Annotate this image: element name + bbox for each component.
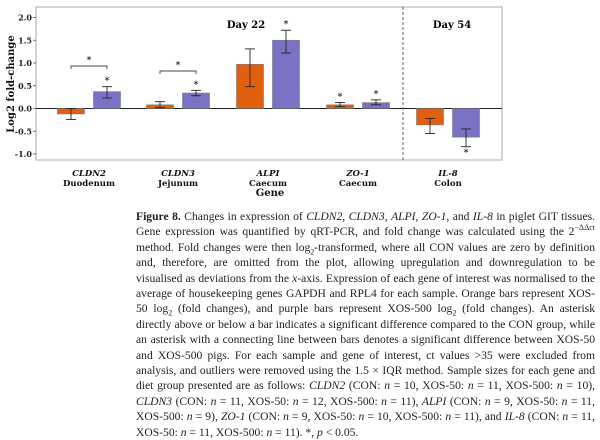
significance-asterisk: *: [374, 89, 379, 100]
significance-asterisk: *: [464, 148, 469, 159]
x-axis-label: Gene: [256, 188, 285, 199]
significance-asterisk: *: [338, 92, 343, 103]
panel-label: Day 54: [433, 20, 471, 31]
y-tick-label: 0.5: [18, 81, 32, 91]
caption-text: CLDN3: [348, 210, 385, 223]
caption-text: = 11),: [386, 394, 422, 408]
caption-text: < 0.05.: [322, 425, 359, 439]
caption-text: n: [292, 394, 299, 408]
x-tick-label-tissue: Jejunum: [157, 179, 198, 189]
caption-text: = 11), and: [451, 410, 505, 424]
caption-text: n: [381, 394, 387, 408]
x-tick-label-tissue: Caecum: [339, 179, 377, 189]
significance-asterisk: *: [176, 60, 181, 71]
caption-text: = 9),: [192, 410, 221, 424]
significance-asterisk: *: [284, 19, 289, 30]
caption-text: n: [445, 410, 452, 424]
caption-text: ZO-1: [421, 210, 447, 223]
caption-text: n: [358, 410, 365, 424]
caption-text: (CON:: [524, 410, 563, 424]
caption-text: = 10, XOS-50:: [390, 379, 468, 393]
caption-text: = 11, XOS-500:: [186, 425, 267, 439]
caption-text: IL-8: [472, 210, 493, 223]
caption-text: (fold changes), and purple bars represen…: [172, 302, 453, 316]
significance-bracket: [159, 70, 197, 74]
caption-text: CLDN3: [136, 394, 173, 408]
caption-text: = 9, XOS-50:: [288, 410, 359, 424]
caption-text: n: [210, 394, 217, 408]
x-tick-label-tissue: Caecum: [249, 179, 287, 189]
y-tick-label: 2.0: [18, 13, 32, 23]
caption-text: -axis. Expression of each gene of intere…: [136, 271, 595, 316]
caption-text: ZO-1: [220, 410, 246, 424]
caption-text: 2: [310, 247, 315, 257]
caption-text: = 12, XOS-500:: [298, 394, 382, 408]
caption-text: (CON:: [345, 379, 385, 393]
caption-text: n: [484, 394, 491, 408]
caption-text: ,: [415, 210, 422, 223]
caption-text: CLDN2: [306, 210, 343, 223]
caption-text: -transformed, where all CON values are z…: [136, 240, 595, 285]
caption-text: 2: [452, 308, 457, 318]
caption-text: n: [186, 410, 193, 424]
x-tick-label-gene: CLDN2: [72, 169, 106, 179]
caption-text: (CON:: [245, 410, 284, 424]
x-tick-label-tissue: Colon: [434, 179, 462, 189]
significance-asterisk: *: [105, 76, 110, 87]
caption-text: in piglet GIT tissues. Gene expression w…: [136, 210, 595, 239]
x-tick-label-gene: ZO-1: [345, 169, 369, 179]
y-axis-label: Log2 fold-change: [6, 35, 17, 133]
caption-text: (CON:: [446, 394, 485, 408]
caption-text: method. Fold changes were then log: [136, 240, 311, 254]
caption-text: ALPI: [421, 394, 447, 408]
caption-text: ,: [342, 210, 349, 223]
x-tick-label-gene: IL-8: [437, 169, 457, 179]
y-tick-label: 1.0: [18, 58, 32, 68]
caption-text: n: [384, 379, 390, 393]
caption-text: (fold changes). An asterisk directly abo…: [136, 302, 595, 393]
caption-text: IL-8: [504, 410, 525, 424]
caption-text: n: [562, 410, 569, 424]
caption-text: Changes in expression of: [180, 210, 307, 223]
plot-frame: [35, 6, 503, 161]
caption-text: n: [561, 394, 568, 408]
caption-text: = 11, XOS-500:: [473, 379, 557, 393]
caption-text: n: [283, 410, 289, 424]
caption-text: (CON:: [172, 394, 211, 408]
caption-text: n: [467, 379, 474, 393]
figure-caption: Figure 8. Changes in expression of CLDN2…: [136, 209, 595, 440]
caption-text: = 10, XOS-500:: [364, 410, 446, 424]
y-tick-label: -0.5: [15, 126, 32, 136]
y-tick-label: 1.5: [18, 35, 32, 45]
bar-chart: Log2 fold-change Gene 2.0 1.5 1.0 0.5 0.0 -0.…: [6, 6, 503, 199]
caption-text: = 11, XOS-50:: [216, 394, 293, 408]
caption-text: Figure 8.: [136, 210, 181, 223]
caption-text: 2: [168, 308, 173, 318]
caption-text: , and: [446, 210, 473, 223]
x-tick-label-gene: CLDN3: [161, 169, 195, 179]
caption-text: x: [292, 271, 298, 285]
significance-asterisk: *: [194, 79, 199, 90]
x-tick-label-tissue: Duodenum: [63, 179, 115, 189]
caption-text: ALPI: [391, 210, 416, 223]
caption-text: = 10),: [562, 379, 595, 393]
panel-label: Day 22: [227, 20, 265, 31]
caption-text: n: [556, 379, 563, 393]
y-tick-label: 0.0: [18, 104, 32, 114]
caption-text: = 9, XOS-50:: [490, 394, 562, 408]
caption-text: = 11). *,: [272, 425, 318, 439]
x-tick-label-gene: ALPI: [256, 169, 281, 179]
significance-asterisk: *: [87, 55, 92, 66]
significance-bracket: [70, 65, 108, 69]
caption-text: −ΔΔct: [574, 223, 595, 233]
y-tick-label: -1.0: [15, 149, 33, 159]
caption-text: ,: [384, 210, 392, 223]
caption-text: CLDN2: [309, 379, 346, 393]
